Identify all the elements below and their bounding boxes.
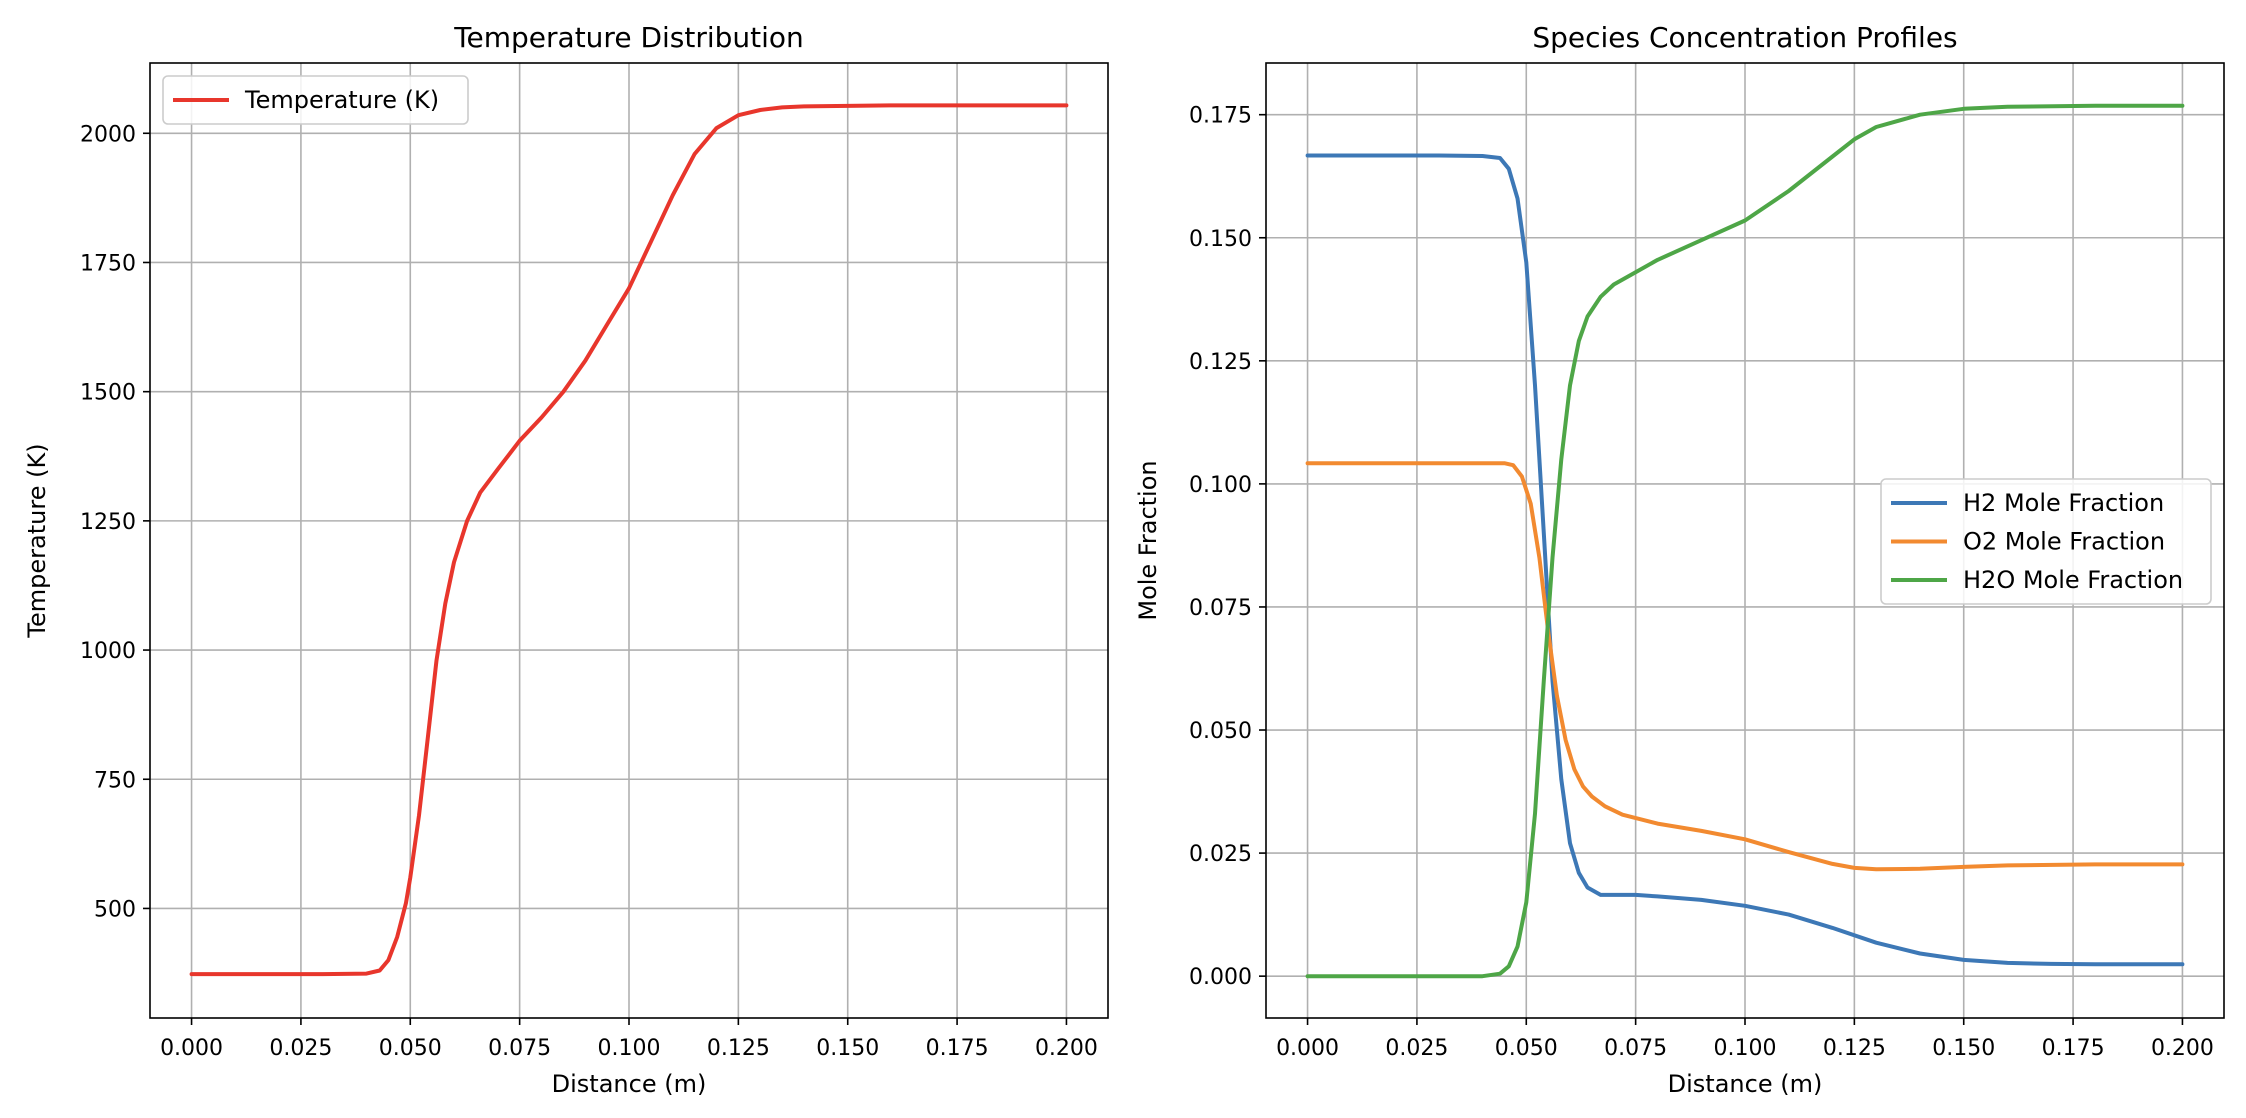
x-tick-label: 0.175 bbox=[926, 1036, 989, 1061]
x-tick-label: 0.100 bbox=[1714, 1036, 1777, 1061]
y-tick-label: 0.025 bbox=[1189, 842, 1252, 867]
y-tick-label: 500 bbox=[94, 897, 136, 922]
y-tick-label: 1750 bbox=[80, 251, 136, 276]
y-tick-label: 0.175 bbox=[1189, 104, 1252, 129]
x-tick-label: 0.150 bbox=[1932, 1036, 1995, 1061]
x-tick-label: 0.150 bbox=[816, 1036, 879, 1061]
x-tick-label: 0.025 bbox=[269, 1036, 332, 1061]
legend: H2 Mole Fraction O2 Mole Fraction H2O Mole… bbox=[1880, 478, 2212, 605]
x-tick-label: 0.125 bbox=[1823, 1036, 1886, 1061]
y-tick-label: 0.050 bbox=[1189, 719, 1252, 744]
x-tick-label: 0.050 bbox=[1495, 1036, 1558, 1061]
legend-label-temperature-k: Temperature (K) bbox=[244, 86, 439, 114]
legend-box bbox=[1880, 478, 2212, 605]
x-tick-label: 0.075 bbox=[1604, 1036, 1667, 1061]
legend-box bbox=[162, 75, 469, 125]
series-line-temperature-k bbox=[189, 103, 1069, 977]
x-tick-label: 0.050 bbox=[379, 1036, 442, 1061]
species-panel: 0.000 0.025 0.050 0.075 0.100 0.125 0.150 0.175… bbox=[1134, 21, 2225, 1098]
y-axis-label: Temperature (K) bbox=[23, 443, 51, 638]
chart-title: Species Concentration Profiles bbox=[1532, 21, 1957, 54]
x-tick-label: 0.000 bbox=[160, 1036, 223, 1061]
x-tick-label: 0.100 bbox=[598, 1036, 661, 1061]
x-axis-label: Distance (m) bbox=[1668, 1070, 1823, 1098]
legend: Temperature (K) bbox=[162, 75, 469, 125]
temperature-panel: 0.000 0.025 0.050 0.075 0.100 0.125 0.150 0.175… bbox=[23, 21, 1109, 1098]
y-tick-label: 1250 bbox=[80, 510, 136, 535]
series-line-o2-mole-fraction bbox=[1305, 461, 2185, 872]
x-tick-label: 0.025 bbox=[1385, 1036, 1448, 1061]
y-tick-label: 0.125 bbox=[1189, 350, 1252, 375]
legend-label-o2-mole-fraction: O2 Mole Fraction bbox=[1963, 528, 2165, 556]
legend-label-h2-mole-fraction: H2 Mole Fraction bbox=[1963, 489, 2164, 517]
y-tick-label: 0.000 bbox=[1189, 965, 1252, 990]
legend-label-h2o-mole-fraction: H2O Mole Fraction bbox=[1963, 566, 2183, 594]
y-tick-label: 750 bbox=[94, 768, 136, 793]
y-tick-label: 0.100 bbox=[1189, 473, 1252, 498]
chart-title: Temperature Distribution bbox=[453, 21, 804, 54]
y-tick-label: 0.075 bbox=[1189, 596, 1252, 621]
x-tick-label: 0.200 bbox=[2151, 1036, 2214, 1061]
series-line-h2o-mole-fraction bbox=[1305, 103, 2185, 979]
x-axis-label: Distance (m) bbox=[552, 1070, 707, 1098]
x-tick-label: 0.075 bbox=[488, 1036, 551, 1061]
x-tick-label: 0.175 bbox=[2042, 1036, 2105, 1061]
x-tick-label: 0.125 bbox=[707, 1036, 770, 1061]
y-tick-label: 1000 bbox=[80, 639, 136, 664]
x-tick-label: 0.000 bbox=[1276, 1036, 1339, 1061]
y-tick-label: 0.150 bbox=[1189, 227, 1252, 252]
series-line-h2-mole-fraction bbox=[1305, 153, 2185, 967]
x-tick-label: 0.200 bbox=[1035, 1036, 1098, 1061]
y-axis-label: Mole Fraction bbox=[1134, 460, 1162, 620]
y-tick-label: 1500 bbox=[80, 381, 136, 406]
y-tick-label: 2000 bbox=[80, 122, 136, 147]
